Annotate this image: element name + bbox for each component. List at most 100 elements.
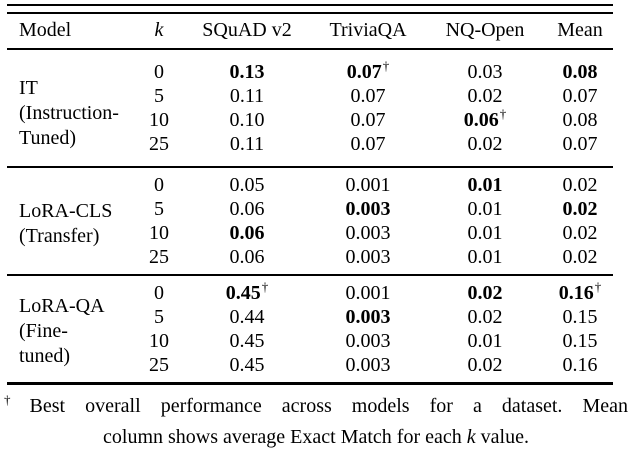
column-header-triviaqa: TriviaQA <box>313 14 423 50</box>
k-value-cell: 10 <box>149 330 169 352</box>
metric-value: 0.45 <box>229 330 265 352</box>
column-header-mean: Mean <box>547 14 613 50</box>
metric-value-cell: 0.07 <box>313 108 423 132</box>
column-header-nq-open: NQ-Open <box>423 14 547 50</box>
dagger-icon: † <box>382 58 390 74</box>
footnote-line-2: column shows average Exact Match for eac… <box>4 421 628 453</box>
metric-value-cell: 0.44 <box>181 305 313 329</box>
metric-value-cell: 0.13 <box>181 49 313 84</box>
table-row: 25 0.45 0.003 0.02 0.16 <box>7 353 613 384</box>
metric-value: 0.02 <box>562 246 598 268</box>
k-value-cell: 5 <box>154 306 164 328</box>
table-row: LoRA-QA (Fine-tuned) 0 0.45† 0.001 0.02 0.16† <box>7 274 613 384</box>
metric-value-cell: 0.01 <box>423 197 547 221</box>
metric-value-cell: 0.16† <box>547 274 613 305</box>
metric-value: 0.07 <box>350 85 386 107</box>
dagger-icon: † <box>4 392 26 408</box>
metric-value-cell: 0.11 <box>181 132 313 167</box>
table-header: Model k SQuAD v2 TriviaQA NQ-Open Mean <box>7 14 613 50</box>
table-footnote: † Best overall performance across models … <box>4 391 628 453</box>
metric-value-cell: 0.003 <box>313 245 423 275</box>
metric-value-cell: 0.01 <box>423 166 547 197</box>
metric-value-cell: 0.45 <box>181 329 313 353</box>
footnote-k-symbol: k <box>466 426 476 448</box>
metric-value-cell: 0.02 <box>423 274 547 305</box>
metric-value-cell: 0.01 <box>423 221 547 245</box>
metric-value: 0.07 <box>346 61 382 83</box>
metric-value: 0.01 <box>467 174 503 196</box>
metric-value: 0.06 <box>229 198 265 220</box>
metric-value-cell: 0.06 <box>181 221 313 245</box>
table-row: 5 0.06 0.003 0.01 0.02 <box>7 197 613 221</box>
metric-value-cell: 0.08 <box>547 108 613 132</box>
metric-value-cell: 0.003 <box>313 353 423 384</box>
metric-value-cell: 0.08 <box>547 49 613 84</box>
k-value-cell: 10 <box>149 222 169 244</box>
metric-value: 0.07 <box>350 109 386 131</box>
metric-value: 0.03 <box>467 61 503 83</box>
metric-value: 0.01 <box>467 246 503 268</box>
metric-value: 0.06 <box>463 109 499 131</box>
metric-value-cell: 0.01 <box>423 329 547 353</box>
metric-value: 0.44 <box>229 306 265 328</box>
metric-value: 0.003 <box>345 246 391 268</box>
metric-value: 0.11 <box>229 133 265 155</box>
footnote-line-1: † Best overall performance across models … <box>4 391 628 421</box>
k-value-cell: 25 <box>149 133 169 155</box>
model-name-cell: LoRA-CLS (Transfer) <box>7 166 137 275</box>
table-body: IT (Instruction- Tuned) 0 0.13 0.07† 0.03 0.08 5… <box>7 49 613 384</box>
table-row: LoRA-CLS (Transfer) 0 0.05 0.001 0.01 0.02 <box>7 166 613 275</box>
metric-value: 0.001 <box>345 174 391 196</box>
table-row: 5 0.11 0.07 0.02 0.07 <box>7 84 613 108</box>
metric-value: 0.001 <box>345 282 391 304</box>
column-header-k: k <box>137 14 181 50</box>
metric-value: 0.02 <box>467 85 503 107</box>
model-name-line: (Fine- <box>19 320 68 342</box>
metric-value: 0.45 <box>225 282 261 304</box>
metric-value-cell: 0.07† <box>313 49 423 84</box>
table-row: IT (Instruction- Tuned) 0 0.13 0.07† 0.03 0.08 <box>7 49 613 148</box>
metric-value: 0.05 <box>229 174 265 196</box>
table-row: 25 0.06 0.003 0.01 0.02 <box>7 245 613 275</box>
metric-value: 0.15 <box>562 306 598 328</box>
metric-value-cell: 0.07 <box>313 84 423 108</box>
k-value-cell: 25 <box>149 246 169 268</box>
footnote-text-1: Best overall performance across models f… <box>29 395 628 417</box>
metric-value-cell: 0.06† <box>423 106 547 132</box>
metric-value: 0.02 <box>562 198 598 220</box>
metric-value-cell: 0.003 <box>313 221 423 245</box>
metric-value-cell: 0.003 <box>313 197 423 221</box>
metric-value-cell: 0.02 <box>547 221 613 245</box>
model-name-line: (Transfer) <box>19 224 100 247</box>
model-name-line: IT <box>19 76 38 99</box>
metric-value-cell: 0.07 <box>313 132 423 167</box>
metric-value-cell: 0.02 <box>423 353 547 384</box>
model-name-cell: LoRA-QA (Fine-tuned) <box>7 274 137 384</box>
results-table: Model k SQuAD v2 TriviaQA NQ-Open Mean I… <box>7 14 613 385</box>
metric-value: 0.07 <box>562 133 598 155</box>
metric-value-cell: 0.03 <box>423 49 547 84</box>
metric-value-cell: 0.06 <box>181 245 313 275</box>
metric-value: 0.02 <box>467 282 503 304</box>
k-value-cell: 0 <box>137 166 181 197</box>
dagger-icon: † <box>499 106 507 122</box>
metric-value-cell: 0.45† <box>181 274 313 305</box>
metric-value: 0.07 <box>350 133 386 155</box>
metric-value-cell: 0.45 <box>181 353 313 384</box>
metric-value: 0.01 <box>467 198 503 220</box>
metric-value: 0.13 <box>229 61 265 83</box>
metric-value-cell: 0.003 <box>313 305 423 329</box>
metric-value: 0.003 <box>345 222 391 244</box>
metric-value: 0.003 <box>345 330 391 352</box>
metric-value-cell: 0.10 <box>181 108 313 132</box>
model-name-line: LoRA-QA <box>19 295 105 317</box>
model-name-line: LoRA-CLS <box>19 199 113 222</box>
metric-value: 0.16 <box>562 354 598 376</box>
metric-value: 0.02 <box>562 222 598 244</box>
metric-value-cell: 0.02 <box>547 197 613 221</box>
model-name-line: tuned) <box>19 345 71 367</box>
metric-value: 0.07 <box>562 85 598 107</box>
k-value-cell: 25 <box>149 354 169 376</box>
metric-value: 0.06 <box>229 222 265 244</box>
table-row: 5 0.44 0.003 0.02 0.15 <box>7 305 613 329</box>
